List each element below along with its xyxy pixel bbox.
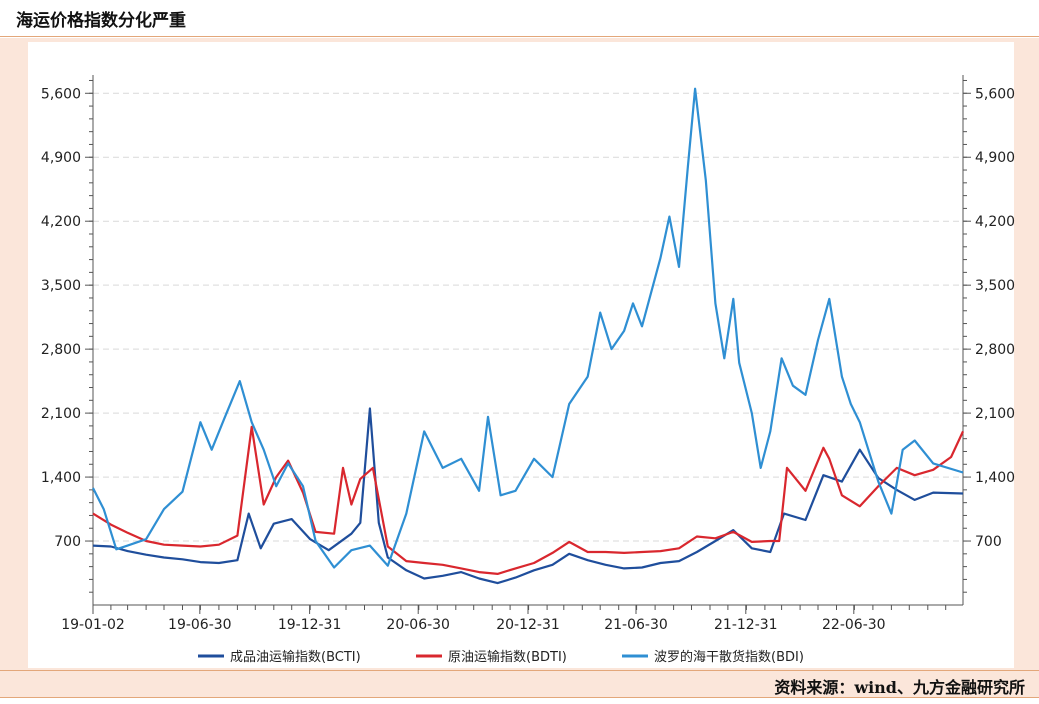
x-tick-label: 21-06-30 (604, 617, 668, 633)
series-line-1 (92, 407, 964, 585)
legend-label: 成品油运输指数(BCTI) (230, 649, 361, 665)
y-tick-label-right: 5,600 (975, 86, 1015, 102)
legend-label: 波罗的海干散货指数(BDI) (654, 649, 804, 665)
x-tick-label: 19-06-30 (168, 617, 232, 633)
y-tick-label-right: 700 (975, 534, 1002, 550)
y-tick-label-left: 2,100 (41, 406, 81, 422)
y-tick-label-left: 3,500 (41, 278, 81, 294)
y-tick-label-right: 4,200 (975, 214, 1015, 230)
x-tick-label: 22-06-30 (822, 617, 886, 633)
x-tick-label: 19-01-02 (61, 617, 125, 633)
y-tick-label-right: 2,100 (975, 406, 1015, 422)
y-tick-label-left: 1,400 (41, 470, 81, 486)
y-tick-label-left: 4,200 (41, 214, 81, 230)
y-tick-label-left: 2,800 (41, 342, 81, 358)
y-tick-label-right: 3,500 (975, 278, 1015, 294)
y-tick-label-right: 4,900 (975, 150, 1015, 166)
x-tick-label: 20-06-30 (386, 617, 450, 633)
y-tick-label-right: 1,400 (975, 470, 1015, 486)
plot-panel (28, 42, 1014, 668)
y-tick-label-left: 5,600 (41, 86, 81, 102)
series-line-2 (92, 425, 964, 576)
legend-label: 原油运输指数(BDTI) (448, 649, 567, 665)
y-tick-label-left: 4,900 (41, 150, 81, 166)
y-tick-label-left: 700 (54, 534, 81, 550)
x-tick-label: 19-12-31 (278, 617, 342, 633)
series-line-3 (92, 87, 964, 569)
y-tick-label-right: 2,800 (975, 342, 1015, 358)
title-bar: 海运价格指数分化严重 (0, 0, 1039, 37)
x-tick-label: 20-12-31 (496, 617, 560, 633)
source-bar: 资料来源：wind、九方金融研究所 (0, 671, 1039, 698)
source-text: 资料来源：wind、九方金融研究所 (774, 678, 1025, 697)
page-title: 海运价格指数分化严重 (16, 11, 186, 31)
x-tick-label: 21-12-31 (714, 617, 778, 633)
